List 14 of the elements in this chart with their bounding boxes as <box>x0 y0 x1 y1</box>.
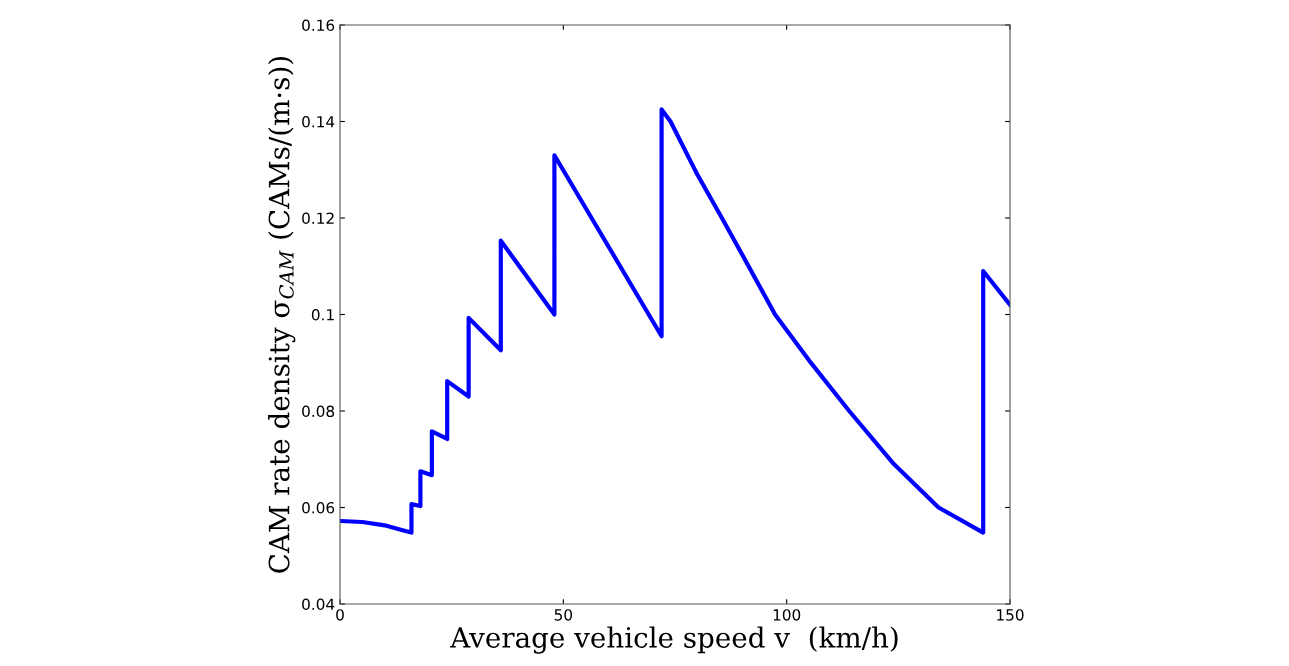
x-tick-label: 50 <box>554 609 573 621</box>
y-tick-label: 0.16 <box>302 19 335 32</box>
y-tick-label: 0.06 <box>302 501 335 514</box>
x-tick-label: 0 <box>336 609 344 621</box>
y-tick-label: 0.04 <box>302 598 335 611</box>
y-tick-label: 0.08 <box>302 405 335 418</box>
x-tick-label: 100 <box>773 609 801 621</box>
y-axis-title: CAM rate density σ$_{CAM}$ (CAMs/(m·s)) <box>268 57 296 573</box>
x-axis-title: Average vehicle speed v (km/h) <box>450 626 898 654</box>
y-tick-label: 0.1 <box>311 308 334 321</box>
y-tick-label: 0.14 <box>302 115 335 128</box>
line-series <box>340 107 1010 535</box>
x-tick-label: 150 <box>997 609 1024 621</box>
y-tick-label: 0.12 <box>302 212 334 225</box>
